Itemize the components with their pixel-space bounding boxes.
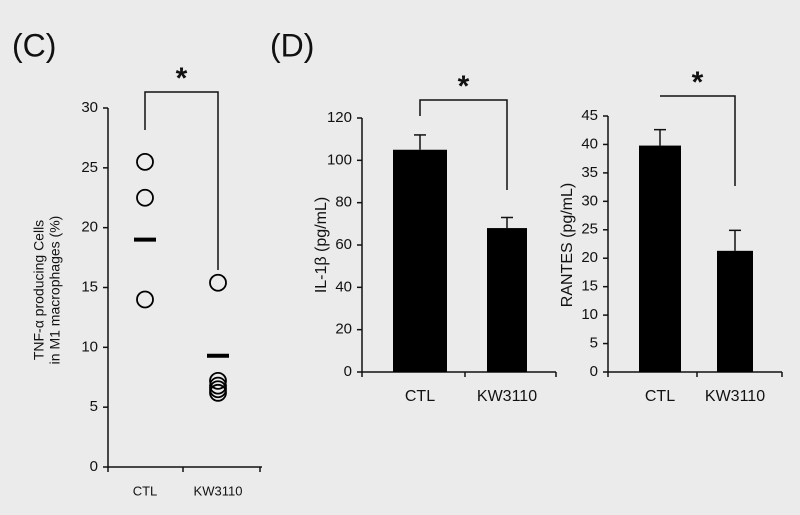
bar [639, 145, 681, 372]
x-tick-label: CTL [645, 388, 675, 405]
y-tick-label: 25 [581, 221, 598, 238]
x-tick-label: KW3110 [705, 388, 765, 405]
y-tick-label: 0 [90, 458, 98, 475]
bar [393, 149, 447, 372]
y-tick-label: 120 [327, 109, 352, 126]
y-tick-label: 0 [590, 363, 598, 380]
y-tick-label: 60 [335, 236, 352, 253]
y-tick-label: 15 [581, 278, 598, 295]
y-tick-label: 5 [90, 398, 98, 415]
y-tick-label: 25 [81, 159, 98, 176]
y-axis-label: IL-1β (pg/mL) [313, 197, 330, 293]
significance-bracket [660, 95, 736, 186]
y-tick-label: 30 [581, 192, 598, 209]
y-tick-label: 45 [581, 107, 598, 124]
significance-star: * [692, 66, 704, 99]
significance-bracket [419, 99, 508, 190]
y-tick-label: 40 [581, 135, 598, 152]
y-tick-label: 10 [581, 306, 598, 323]
significance-star: * [176, 62, 188, 95]
significance-star: * [458, 70, 470, 103]
y-tick-label: 35 [581, 164, 598, 181]
y-tick-label: 20 [335, 321, 352, 338]
data-point [209, 383, 227, 402]
panel-label: (C) [12, 27, 56, 63]
y-tick-label: 20 [81, 219, 98, 236]
data-point [209, 371, 227, 390]
y-tick-label: 0 [344, 363, 352, 380]
data-point [136, 152, 154, 171]
y-tick-label: 5 [590, 335, 598, 352]
y-tick-label: 15 [81, 278, 98, 295]
y-tick-label: 100 [327, 151, 352, 168]
y-tick-label: 40 [335, 278, 352, 295]
y-tick-label: 80 [335, 194, 352, 211]
x-tick-label: KW3110 [194, 483, 243, 498]
bar [717, 250, 753, 372]
y-axis-label: in M1 macrophages (%) [47, 216, 63, 365]
y-tick-label: 20 [581, 249, 598, 266]
data-point [209, 273, 227, 292]
x-tick-label: CTL [133, 483, 158, 498]
significance-bracket [144, 91, 219, 270]
bar [487, 228, 527, 372]
x-tick-label: CTL [405, 388, 435, 405]
y-axis-label: RANTES (pg/mL) [559, 183, 576, 307]
x-tick-label: KW3110 [477, 388, 537, 405]
panel-label: (D) [270, 27, 314, 63]
y-tick-label: 30 [81, 99, 98, 116]
y-tick-label: 10 [81, 338, 98, 355]
y-axis-label: TNF-α producing Cells [31, 220, 47, 360]
data-point [136, 188, 154, 207]
data-point [136, 290, 154, 309]
